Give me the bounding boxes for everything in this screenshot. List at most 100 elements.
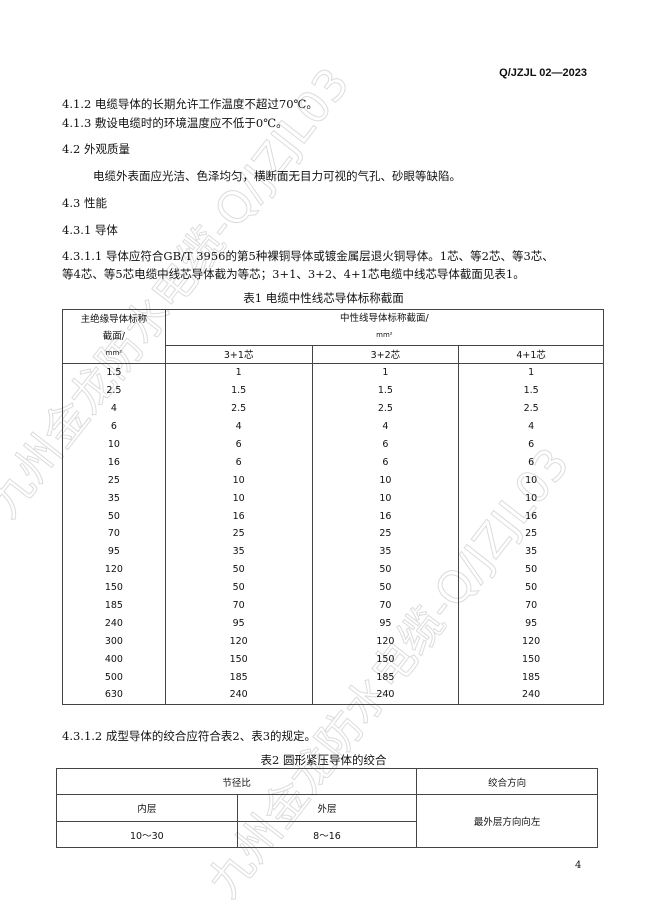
table-row: 300 120 120 120 bbox=[62, 632, 604, 651]
col0-header-line1: 主绝缘导体标称 bbox=[80, 314, 148, 325]
table-cell: 10 bbox=[311, 471, 460, 490]
group-header-unit: mm² bbox=[376, 331, 393, 340]
table-cell: 16 bbox=[164, 507, 313, 526]
table-cell: 95 bbox=[62, 542, 166, 561]
pitch-ratio-header: 节径比 bbox=[55, 768, 418, 795]
table-row: 25 10 10 10 bbox=[62, 471, 604, 490]
table-row: 1.5 1 1 1 bbox=[62, 363, 604, 382]
table-cell: 240 bbox=[164, 686, 313, 705]
table-row: 70 25 25 25 bbox=[62, 525, 604, 543]
inner-layer-header: 内层 bbox=[56, 794, 238, 822]
table-cell: 50 bbox=[458, 560, 604, 579]
table-cell: 35 bbox=[458, 542, 604, 561]
table-cell: 10 bbox=[164, 471, 313, 490]
table-row: 50 16 16 16 bbox=[62, 507, 604, 526]
table-cell: 25 bbox=[164, 525, 313, 543]
table-cell: 120 bbox=[311, 632, 460, 651]
group-header-text: 中性线导体标称截面/ bbox=[340, 313, 429, 325]
group-header: 中性线导体标称截面/ mm² bbox=[164, 309, 605, 346]
table-row: 95 35 35 35 bbox=[62, 542, 604, 561]
table-row: 120 50 50 50 bbox=[62, 560, 604, 579]
subheader-3-1: 3+1芯 bbox=[164, 344, 313, 365]
clause-4-3-1-2: 4.3.1.2 成型导体的绞合应符合表2、表3的规定。 bbox=[62, 729, 317, 743]
table-row: 150 50 50 50 bbox=[62, 578, 604, 597]
subheader-3-2: 3+2芯 bbox=[311, 344, 460, 365]
table-cell: 6 bbox=[62, 417, 166, 436]
table-cell: 150 bbox=[62, 578, 166, 597]
document-code: Q/JZJL 02—2023 bbox=[499, 67, 587, 79]
table-cell: 10 bbox=[458, 489, 604, 508]
table-row: 240 95 95 95 bbox=[62, 614, 604, 633]
table-row: 400 150 150 150 bbox=[62, 650, 604, 669]
table-cell: 95 bbox=[164, 614, 313, 633]
table-cell: 50 bbox=[458, 578, 604, 597]
table-cell: 6 bbox=[458, 435, 604, 454]
table-cell: 400 bbox=[62, 650, 166, 669]
direction-header: 绞合方向 bbox=[416, 768, 598, 795]
table-cell: 185 bbox=[311, 668, 460, 687]
table-cell: 500 bbox=[62, 668, 166, 687]
subheader-4-1: 4+1芯 bbox=[458, 344, 604, 365]
table2-caption: 表2 圆形紧压导体的绞合 bbox=[260, 753, 387, 767]
table-cell: 150 bbox=[311, 650, 460, 669]
table-cell: 70 bbox=[164, 596, 313, 615]
heading-4-3: 4.3 性能 bbox=[62, 196, 107, 210]
table-row: 4 2.5 2.5 2.5 bbox=[62, 399, 604, 418]
clause-4-1-2: 4.1.2 电缆导体的长期允许工作温度不超过70℃。 bbox=[62, 97, 318, 111]
page-number: 4 bbox=[575, 860, 582, 871]
table-cell: 185 bbox=[164, 668, 313, 687]
clause-4-3-1-1-line1: 4.3.1.1 导体应符合GB/T 3956的第5种裸铜导体或镀金属层退火铜导体… bbox=[62, 249, 554, 263]
table-cell: 6 bbox=[311, 453, 460, 472]
table-cell: 10 bbox=[458, 471, 604, 490]
outer-layer-header: 外层 bbox=[236, 794, 418, 822]
table-cell: 150 bbox=[164, 650, 313, 669]
table-cell: 1 bbox=[458, 363, 604, 382]
table-cell: 16 bbox=[458, 507, 604, 526]
table-cell: 35 bbox=[62, 489, 166, 508]
table-cell: 4 bbox=[311, 417, 460, 436]
table-cell: 120 bbox=[458, 632, 604, 651]
table-row: 16 6 6 6 bbox=[62, 453, 604, 472]
table-cell: 4 bbox=[62, 399, 166, 418]
table-cell: 2.5 bbox=[62, 381, 166, 400]
table-cell: 10 bbox=[311, 489, 460, 508]
col0-header: 主绝缘导体标称 截面/ mm² bbox=[62, 309, 166, 364]
table-cell: 35 bbox=[164, 542, 313, 561]
table-cell: 70 bbox=[62, 525, 166, 543]
table-cell: 240 bbox=[311, 686, 460, 705]
table-cell: 50 bbox=[164, 578, 313, 597]
table-cell: 95 bbox=[458, 614, 604, 633]
table-cell: 630 bbox=[62, 686, 166, 705]
table-cell: 6 bbox=[458, 453, 604, 472]
table-cell: 10 bbox=[164, 489, 313, 508]
table-cell: 35 bbox=[311, 542, 460, 561]
table-cell: 50 bbox=[62, 507, 166, 526]
table-row: 10 6 6 6 bbox=[62, 435, 604, 454]
outer-layer-value: 8～16 bbox=[236, 821, 418, 848]
table1-caption: 表1 电缆中性线芯导体标称截面 bbox=[243, 291, 404, 305]
table-cell: 70 bbox=[458, 596, 604, 615]
table-cell: 10 bbox=[62, 435, 166, 454]
table-cell: 16 bbox=[311, 507, 460, 526]
table-cell: 95 bbox=[311, 614, 460, 633]
table-cell: 50 bbox=[311, 578, 460, 597]
table-row: 185 70 70 70 bbox=[62, 596, 604, 615]
inner-layer-value: 10～30 bbox=[56, 821, 238, 848]
table-row: 630 240 240 240 bbox=[62, 686, 604, 705]
table-cell: 150 bbox=[458, 650, 604, 669]
direction-value: 最外层方向向左 bbox=[416, 794, 598, 848]
table-cell: 185 bbox=[62, 596, 166, 615]
table-cell: 2.5 bbox=[311, 399, 460, 418]
table-cell: 25 bbox=[311, 525, 460, 543]
table-cell: 50 bbox=[311, 560, 460, 579]
table-row: 2.5 1.5 1.5 1.5 bbox=[62, 381, 604, 400]
table-cell: 120 bbox=[164, 632, 313, 651]
table-cell: 16 bbox=[62, 453, 166, 472]
table-cell: 50 bbox=[164, 560, 313, 579]
table-cell: 1.5 bbox=[311, 381, 460, 400]
clause-4-1-3: 4.1.3 敷设电缆时的环境温度应不低于0℃。 bbox=[62, 116, 288, 130]
table-cell: 1 bbox=[311, 363, 460, 382]
table-row: 35 10 10 10 bbox=[62, 489, 604, 508]
table-cell: 6 bbox=[311, 435, 460, 454]
